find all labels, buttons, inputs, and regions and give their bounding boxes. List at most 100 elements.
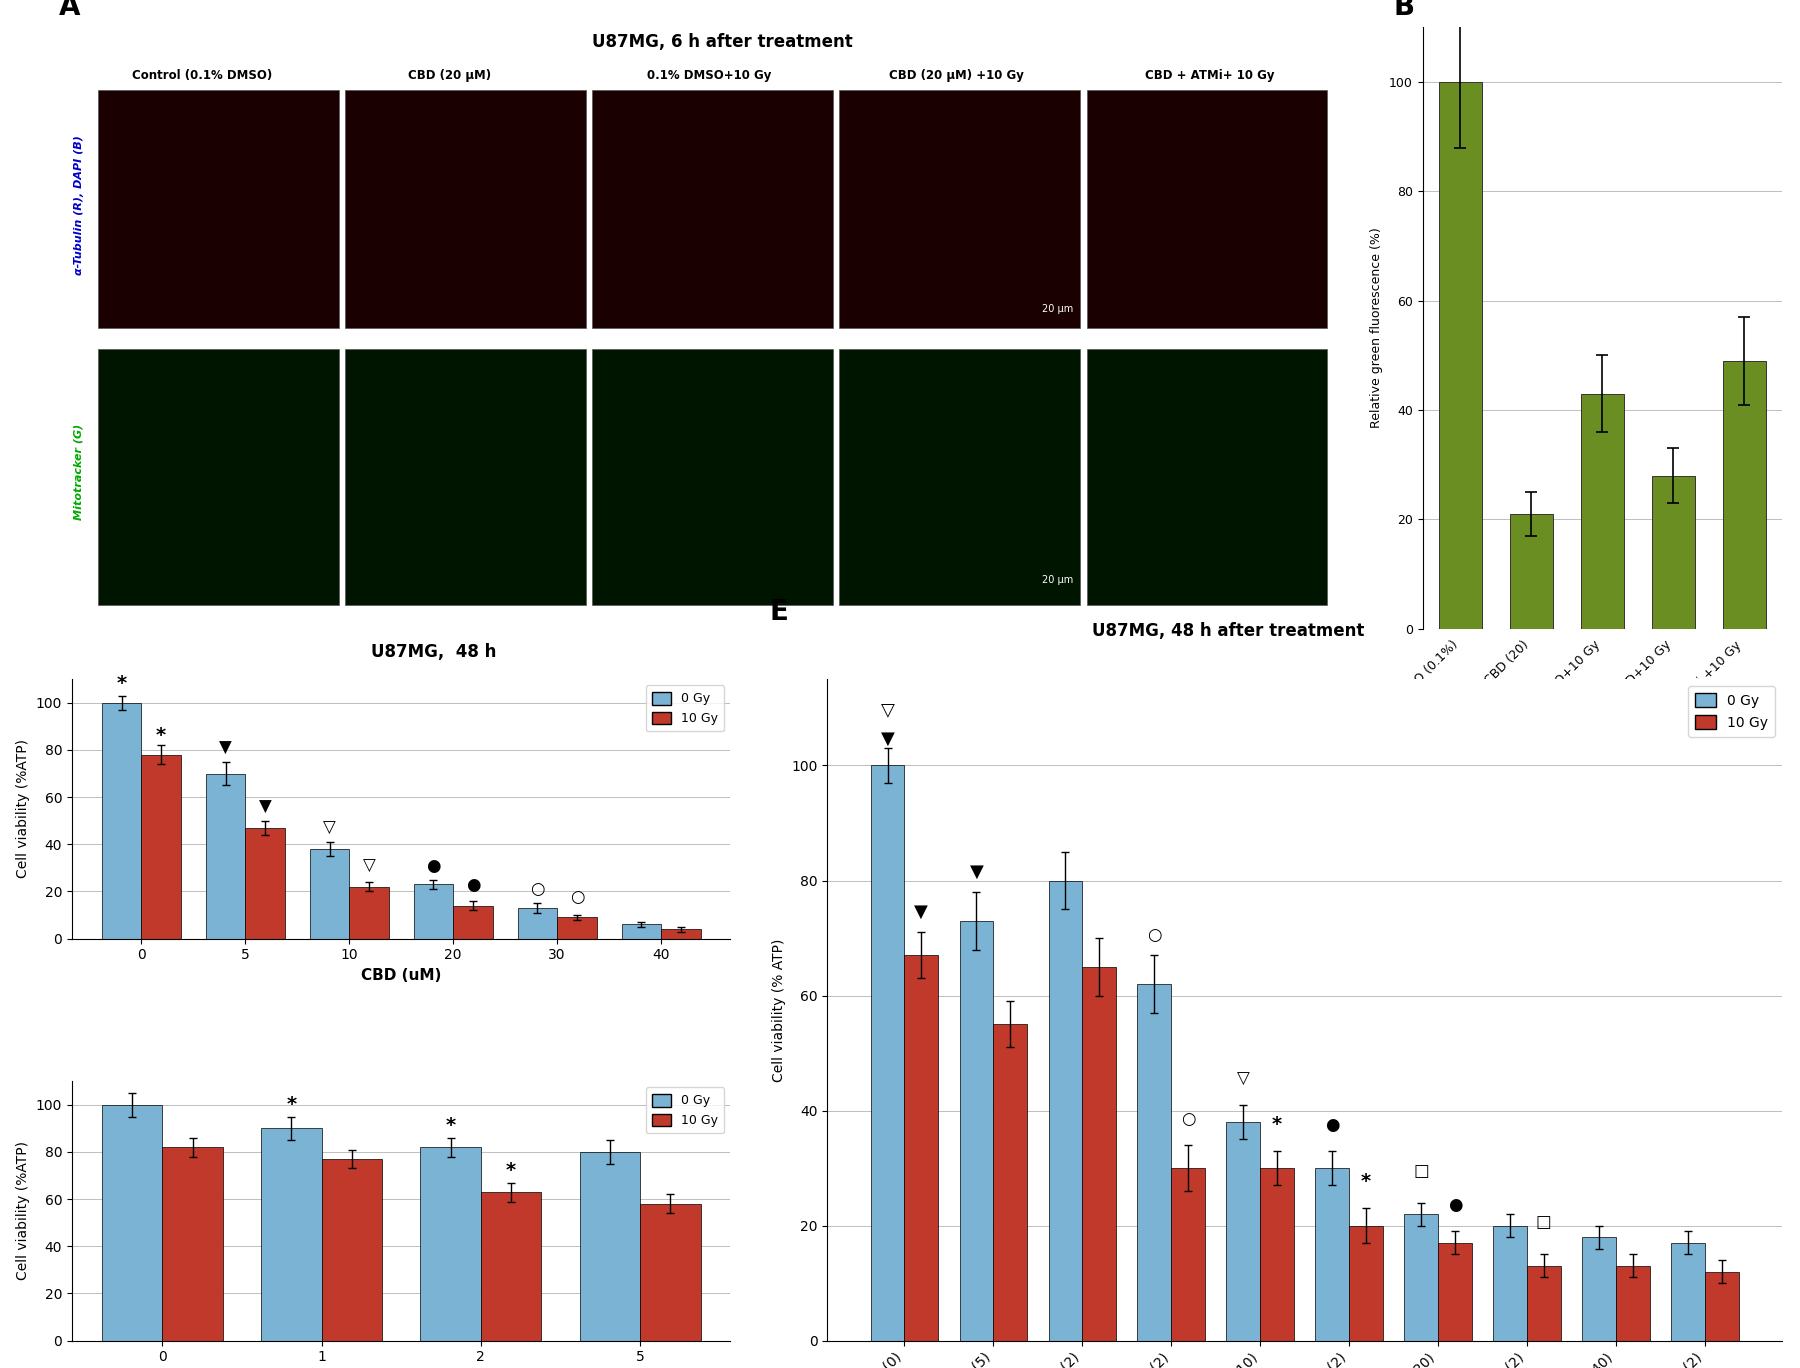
Text: B: B	[1393, 0, 1415, 22]
Bar	[1087, 90, 1327, 328]
Text: ●: ●	[466, 876, 481, 893]
Bar	[1582, 1237, 1616, 1341]
Text: ▽: ▽	[1237, 1070, 1249, 1088]
Bar	[839, 349, 1080, 605]
Text: E: E	[770, 598, 788, 627]
Y-axis label: Cell viability (%ATP): Cell viability (%ATP)	[16, 1141, 31, 1280]
Bar	[1438, 82, 1481, 629]
Bar	[245, 828, 284, 938]
Bar	[1049, 881, 1082, 1341]
Bar	[1723, 361, 1766, 629]
Text: 20 µm: 20 µm	[1042, 575, 1073, 584]
Bar	[839, 90, 1080, 328]
Bar	[162, 1148, 223, 1341]
Bar	[1494, 1226, 1526, 1341]
Bar	[310, 850, 349, 938]
Text: ▽: ▽	[880, 702, 895, 720]
Text: *: *	[506, 1161, 517, 1181]
Bar	[661, 929, 700, 938]
Y-axis label: Cell viability (% ATP): Cell viability (% ATP)	[772, 938, 785, 1082]
Bar	[346, 349, 585, 605]
Text: ○: ○	[569, 888, 585, 906]
Text: ●: ●	[1447, 1196, 1462, 1215]
Bar	[1348, 1226, 1382, 1341]
Text: ▼: ▼	[914, 903, 929, 921]
Y-axis label: Relative green fluorescence (%): Relative green fluorescence (%)	[1370, 227, 1384, 428]
Text: 20 µm: 20 µm	[1042, 304, 1073, 315]
Bar	[1438, 1244, 1472, 1341]
Legend: 0 Gy, 10 Gy: 0 Gy, 10 Gy	[1688, 687, 1775, 736]
Bar	[454, 906, 493, 938]
Bar	[414, 884, 454, 938]
Bar	[97, 349, 338, 605]
Bar	[871, 766, 904, 1341]
Bar	[103, 1105, 162, 1341]
Text: ●: ●	[427, 856, 441, 876]
Bar	[1526, 1265, 1561, 1341]
Text: ○: ○	[1181, 1109, 1195, 1127]
Bar	[518, 908, 558, 938]
Bar	[142, 755, 182, 938]
Legend: 0 Gy, 10 Gy: 0 Gy, 10 Gy	[646, 1088, 724, 1134]
Text: ▼: ▼	[259, 798, 272, 815]
Text: ▽: ▽	[362, 856, 376, 876]
Bar	[1260, 1168, 1294, 1341]
Bar	[103, 703, 142, 938]
Bar	[1082, 967, 1116, 1341]
Bar	[349, 886, 389, 938]
Text: Control (0.1% DMSO): Control (0.1% DMSO)	[131, 70, 272, 82]
Bar	[97, 90, 338, 328]
Bar	[558, 918, 596, 938]
Text: 0.1% DMSO+10 Gy: 0.1% DMSO+10 Gy	[648, 70, 772, 82]
Bar	[205, 773, 245, 938]
Text: ▼: ▼	[880, 731, 895, 748]
Text: U87MG, 6 h after treatment: U87MG, 6 h after treatment	[592, 33, 853, 52]
Text: *: *	[1273, 1115, 1282, 1134]
Text: *: *	[157, 726, 166, 746]
Bar	[592, 349, 833, 605]
Text: *: *	[117, 674, 126, 694]
Bar	[1087, 349, 1327, 605]
Bar	[322, 1159, 382, 1341]
Bar	[481, 1192, 542, 1341]
Bar	[421, 1148, 481, 1341]
Text: □: □	[1413, 1161, 1429, 1179]
Text: CBD + ATMi+ 10 Gy: CBD + ATMi+ 10 Gy	[1145, 70, 1274, 82]
X-axis label: CBD (uM): CBD (uM)	[362, 967, 441, 982]
Bar	[346, 90, 585, 328]
Text: *: *	[286, 1096, 297, 1115]
Bar	[1316, 1168, 1348, 1341]
Bar	[1580, 394, 1624, 629]
Bar	[1705, 1272, 1739, 1341]
Text: ●: ●	[1325, 1115, 1339, 1134]
Bar	[1172, 1168, 1204, 1341]
Text: □: □	[1535, 1213, 1552, 1231]
Text: *: *	[1361, 1172, 1372, 1192]
Text: α-Tubulin (R), DAPI (B): α-Tubulin (R), DAPI (B)	[74, 135, 83, 275]
Legend: 0 Gy, 10 Gy: 0 Gy, 10 Gy	[646, 685, 724, 732]
Bar	[1670, 1244, 1705, 1341]
Text: ▽: ▽	[324, 819, 337, 837]
Text: *: *	[446, 1116, 455, 1135]
Bar	[580, 1152, 641, 1341]
Bar	[1226, 1122, 1260, 1341]
Text: U87MG, 48 h after treatment: U87MG, 48 h after treatment	[1093, 621, 1364, 639]
Bar	[1510, 514, 1553, 629]
Bar	[1404, 1215, 1438, 1341]
Bar	[1652, 476, 1694, 629]
Bar	[1138, 984, 1172, 1341]
Bar	[959, 921, 994, 1341]
Text: ▼: ▼	[970, 862, 983, 881]
Bar	[641, 1204, 700, 1341]
Text: ○: ○	[1147, 926, 1161, 944]
Bar	[261, 1129, 322, 1341]
Text: ▼: ▼	[220, 739, 232, 757]
Text: CBD (20 µM) +10 Gy: CBD (20 µM) +10 Gy	[889, 70, 1024, 82]
Bar	[994, 1025, 1028, 1341]
Bar	[1616, 1265, 1649, 1341]
Bar	[621, 925, 661, 938]
Text: A: A	[59, 0, 81, 22]
Text: U87MG,  48 h: U87MG, 48 h	[371, 643, 497, 661]
Text: ○: ○	[531, 881, 545, 899]
Y-axis label: Cell viability (%ATP): Cell viability (%ATP)	[16, 739, 31, 878]
